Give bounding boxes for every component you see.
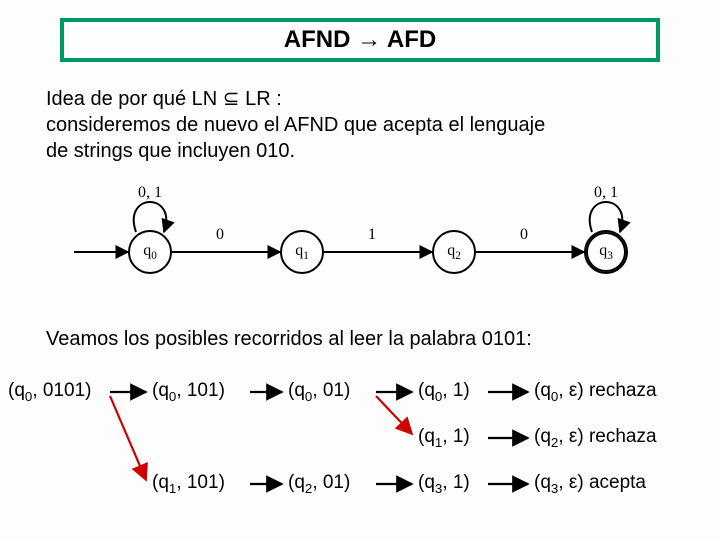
state-q1: q1 [280, 230, 324, 274]
self-loop-label: 0, 1 [138, 184, 162, 202]
title-box: AFND → AFD [60, 18, 660, 62]
trace-node: (q0, 1) [418, 380, 470, 404]
edge-label: 0 [520, 226, 528, 244]
trace-node: (q1, 101) [152, 472, 225, 496]
trace-node: (q0, 101) [152, 380, 225, 404]
trace-node: (q2, ε) rechaza [534, 426, 657, 450]
trace-node: (q3, 1) [418, 472, 470, 496]
automaton-diagram: q0q1q2q3 0, 10, 1010 [0, 190, 720, 300]
state-label: q3 [599, 242, 613, 262]
trace-node: (q3, ε) acepta [534, 472, 646, 496]
intro-line-1: Idea de por qué LN ⊆ LR : [46, 86, 674, 112]
edge-label: 0 [216, 226, 224, 244]
trace-node: (q2, 01) [288, 472, 350, 496]
trace-node: (q1, 1) [418, 426, 470, 450]
trace-node: (q0, 01) [288, 380, 350, 404]
state-label: q1 [295, 242, 309, 262]
title-text: AFND → AFD [284, 26, 436, 54]
trace-node: (q0, ε) rechaza [534, 380, 657, 404]
trace-heading: Veamos los posibles recorridos al leer l… [46, 328, 532, 351]
trace-node: (q0, 0101) [8, 380, 91, 404]
intro-line-2: consideremos de nuevo el AFND que acepta… [46, 112, 674, 138]
intro-text: Idea de por qué LN ⊆ LR : consideremos d… [46, 86, 674, 164]
edge-label: 1 [368, 226, 376, 244]
state-q2: q2 [432, 230, 476, 274]
state-q0: q0 [128, 230, 172, 274]
self-loop-label: 0, 1 [594, 184, 618, 202]
trace-tree: (q0, 0101) (q0, 101) (q0, 01) (q0, 1) (q0, ε… [0, 370, 720, 530]
state-q3: q3 [584, 230, 628, 274]
state-label: q0 [143, 242, 157, 262]
intro-line-3: de strings que incluyen 010. [46, 138, 674, 164]
state-label: q2 [447, 242, 461, 262]
